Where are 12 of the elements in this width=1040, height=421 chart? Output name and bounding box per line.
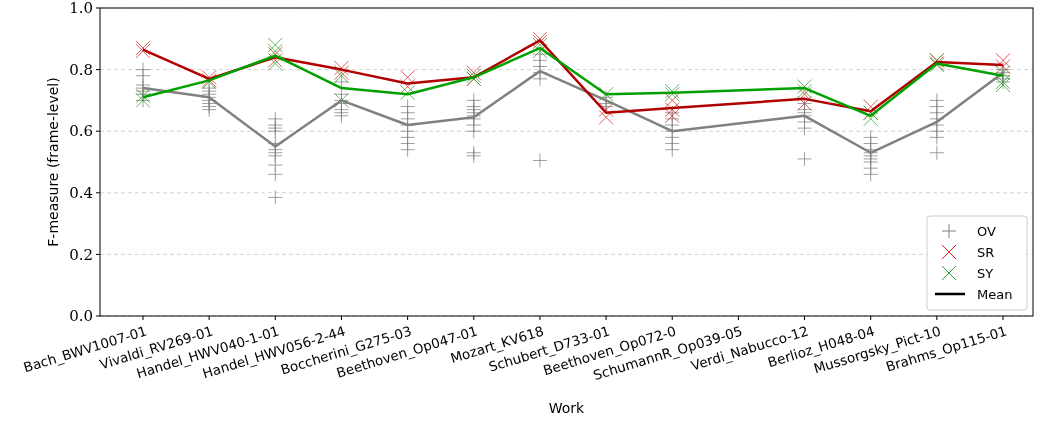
y-tick-label: 0.4 [69, 184, 93, 203]
y-tick-label: 0.2 [69, 245, 93, 264]
legend-label: OV [977, 223, 996, 239]
x-axis-title: Work [548, 400, 586, 416]
legend-label: SR [977, 244, 995, 260]
y-tick-label: 0.0 [69, 307, 93, 326]
y-tick-label: 0.8 [69, 60, 93, 79]
y-axis-title: F-measure (frame-level) [45, 77, 61, 247]
legend-label: SY [977, 265, 994, 281]
y-tick-label: 0.6 [69, 122, 93, 141]
y-tick-label: 1.0 [69, 0, 93, 18]
legend-label: Mean [977, 286, 1013, 302]
